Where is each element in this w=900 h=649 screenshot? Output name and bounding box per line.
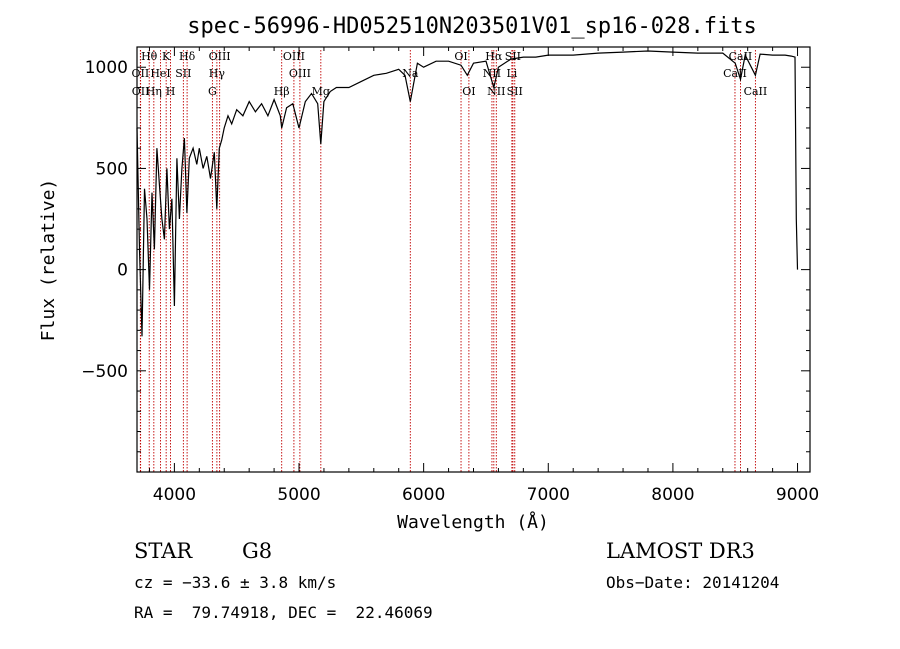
x-axis-label: Wavelength (Å) <box>397 511 549 533</box>
line-label: Hδ <box>179 50 196 63</box>
line-label: Hα <box>485 50 503 63</box>
y-axis-ticks: −500 0 500 1000 <box>81 46 810 453</box>
line-markers <box>139 50 756 472</box>
line-label: NII <box>487 85 505 98</box>
line-label: SII <box>175 67 191 80</box>
survey-name: LAMOST DR3 <box>606 539 755 563</box>
x-tick-label: 9000 <box>776 485 819 505</box>
object-subclass: G8 <box>242 539 273 563</box>
flux-series-line <box>136 50 799 337</box>
line-label: CaII <box>729 50 753 63</box>
line-label: OIII <box>283 50 305 63</box>
x-tick-label: 5000 <box>277 485 320 505</box>
x-tick-label: 4000 <box>153 485 196 505</box>
line-label: Li <box>506 67 517 80</box>
y-tick-label: −500 <box>81 362 128 382</box>
x-tick-label: 8000 <box>651 485 694 505</box>
line-label: Hθ <box>141 50 158 63</box>
line-label: H <box>166 85 176 98</box>
line-label: Hη <box>146 85 162 98</box>
x-tick-label: 6000 <box>402 485 445 505</box>
chart-title: spec-56996-HD052510N203501V01_sp16-028.f… <box>187 14 757 39</box>
line-label: Hγ <box>209 67 226 80</box>
coordinates-text: RA = 79.74918, DEC = 22.46069 <box>134 603 433 622</box>
x-tick-label: 7000 <box>527 485 570 505</box>
y-tick-label: 0 <box>117 261 128 281</box>
line-label: OI <box>454 50 467 63</box>
line-label: SII <box>507 85 523 98</box>
line-label: HeI <box>150 67 170 80</box>
line-label: G <box>208 85 217 98</box>
line-label: OIII <box>289 67 311 80</box>
line-label: OI <box>462 85 475 98</box>
x-axis-ticks: 4000 5000 6000 7000 8000 9000 <box>148 47 819 505</box>
y-axis-label: Flux (relative) <box>38 179 59 342</box>
line-label: OII <box>132 85 150 98</box>
y-tick-label: 1000 <box>85 58 128 78</box>
line-label: CaII <box>744 85 768 98</box>
line-label: Hβ <box>274 85 290 98</box>
y-tick-label: 500 <box>96 159 128 179</box>
object-class: STAR <box>134 539 193 563</box>
line-label: OII <box>132 67 150 80</box>
obs-date-text: Obs−Date: 20141204 <box>606 573 780 592</box>
velocity-text: cz = −33.6 ± 3.8 km/s <box>134 573 337 592</box>
line-label: Mg <box>312 85 330 98</box>
line-label: OIII <box>209 50 231 63</box>
line-label: K <box>162 50 171 63</box>
line-label: CaII <box>723 67 747 80</box>
